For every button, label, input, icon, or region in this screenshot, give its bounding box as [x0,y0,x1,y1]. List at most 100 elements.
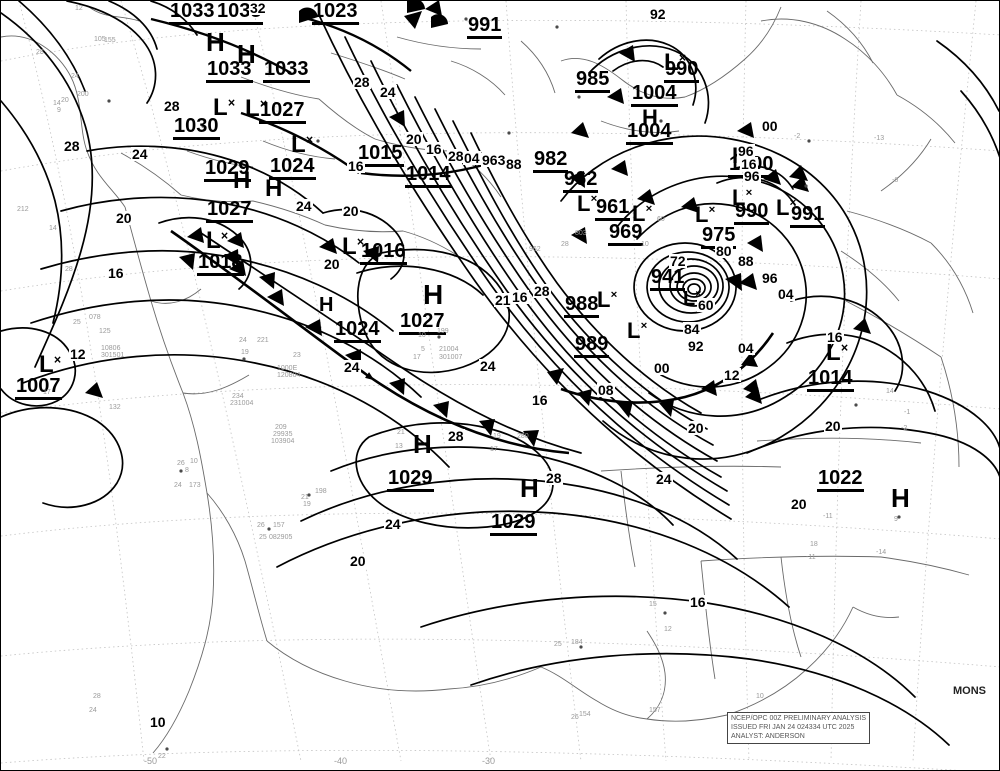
low-center-glyph: L [776,197,789,219]
isobar-value-label: 88 [737,253,755,269]
pressure-value: 1016 [360,241,407,265]
pressure-value: 991 [790,204,826,228]
station-plot-text: 10806 [101,345,121,352]
low-center-cross-icon: × [259,97,268,111]
isobar-value-label: 80 [715,243,733,259]
pressure-value: 1033 [169,1,216,25]
pressure-value: 1027 [399,311,446,335]
pressure-value: 1030 [173,116,220,140]
station-plot-text: 231004 [230,400,254,407]
low-center-cross-icon: × [695,289,702,300]
isobar-value-label: 16 [826,329,844,345]
pressure-value: 1029 [490,512,537,536]
pressure-value: 1014 [807,368,854,392]
pressure-value-label: 1033 [206,59,253,83]
pressure-value-label: 1004 [631,83,678,107]
pressure-value-label: 1027 [399,311,446,335]
isobar-value-label: 28 [533,283,551,299]
low-center-glyph: L [632,203,645,225]
pressure-value-label: 1016 [360,241,407,265]
station-plot-text: 28 [561,241,569,248]
low-center-cross-icon: × [789,197,797,209]
isobar-value-label: 28 [447,148,465,164]
station-plot-text: 18 [810,541,818,548]
pressure-value-label: 990 [734,201,770,225]
high-center-glyph: H [265,177,282,201]
isobar-value-label: 12 [723,367,741,383]
isobar-value-label: 16 [107,265,125,281]
pressure-value: 1033 [206,59,253,83]
isobar-value-label: 16 [689,594,707,610]
high-center-glyph: H [319,295,333,315]
pressure-value-label: 1027 [206,199,253,223]
station-plot-text: 10 [190,458,198,465]
pressure-value: 1024 [269,156,316,180]
station-plot-text: -2 [794,133,801,140]
low-center-glyph: L [695,204,708,226]
pressure-value-label: 1007 [15,376,62,400]
low-center-cross-icon: × [227,96,236,110]
station-plot-text: 234 [232,393,244,400]
isobar-value-label: 16 [740,156,758,172]
pressure-symbol: L [664,49,679,76]
station-plot-text: 154 [579,711,591,718]
isobar-value-label: 92 [649,6,667,22]
pressure-value-label: 962 [563,169,599,193]
station-plot-text: 21004 [439,346,459,353]
station-plot-text: 157 [649,707,661,714]
pressure-value-label: 1029 [204,158,251,182]
pressure-value-label: 1030 [173,116,220,140]
station-plot-text: 22 [158,753,166,760]
pressure-value: 1014 [405,164,452,188]
low-center-glyph: L [245,97,260,121]
isobar-value-label: 96 [761,270,779,286]
isobar-value-label: 20 [405,131,423,147]
pressure-value-label: 1024 [334,319,381,343]
pressure-value: 1033 [263,59,310,83]
station-plot-text: 157 [273,522,285,529]
isobar-value-label: 24 [655,471,673,487]
low-center-glyph: L [732,187,745,209]
station-plot-text: 24 [239,337,247,344]
station-plot-text: -11 [806,554,816,561]
low-center-cross-icon: × [678,51,687,65]
station-plot-text: -14 [876,549,887,556]
low-center-glyph: L [577,193,590,215]
station-plot-text: 24 [174,482,182,489]
pressure-value: 1015 [357,143,404,167]
station-plot-text: 17 [490,446,498,453]
pressure-value-label: 1014 [405,164,452,188]
station-plot-text: 24 [71,73,79,80]
station-plot-text: 10 [418,332,426,339]
isobar-value-label: 88 [505,156,523,172]
high-center-glyph: H [891,485,910,511]
pressure-value-label: 990 [664,59,700,83]
pressure-value: 989 [574,334,610,358]
pressure-value-label: 1015 [357,143,404,167]
isobar-value-label: 20 [824,418,842,434]
high-center-glyph: H [423,281,443,309]
analysis-stamp: NCEP/OPC 00Z PRELIMINARY ANALYSIS ISSUED… [727,712,870,745]
isobar-value-label: 28 [545,470,563,486]
station-plot-text: 10 [756,693,764,700]
station-plot-text: 078 [89,314,101,321]
station-plot-text: 105 [94,36,106,43]
isobar-value-label: 24 [131,146,149,162]
station-plot-text: 199 [437,328,449,335]
isobar-value-label: 16 [531,392,549,408]
isobar-value-label: 04 [737,340,755,356]
station-plot-text: 132 [109,404,121,411]
station-plot-text: 280 [517,433,529,440]
station-plot-text: 173 [189,482,201,489]
isobar-value-label: 00 [761,118,779,134]
low-center-glyph: L [39,353,54,377]
isobar-value-label: 20 [115,210,133,226]
pressure-value-label: 982 [533,149,569,173]
low-center-cross-icon: × [53,353,62,367]
isobar-value-label: 10 [149,714,167,730]
station-plot-text: 212 [17,206,29,213]
station-plot-text: -1 [904,409,911,416]
pressure-value: 1029 [204,158,251,182]
pressure-value-label: 985 [575,69,611,93]
